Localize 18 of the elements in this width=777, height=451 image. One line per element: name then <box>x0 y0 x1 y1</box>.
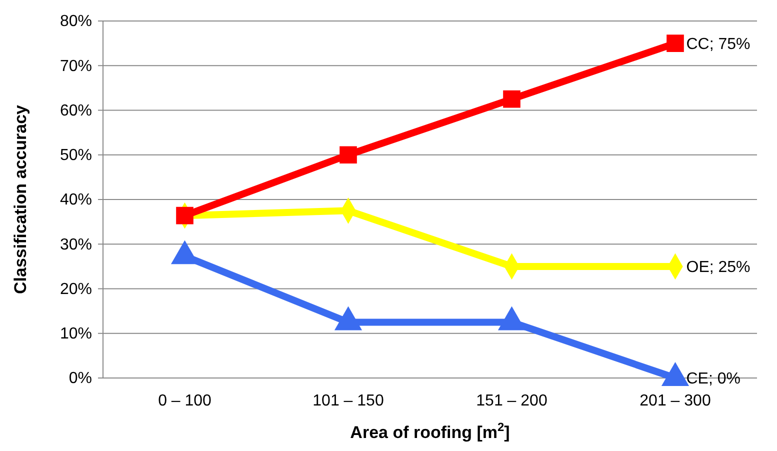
x-tick-label: 151 – 200 <box>476 392 548 410</box>
x-axis-title: Area of roofing [m$^{2}$] <box>350 420 510 442</box>
y-tick-label: 50% <box>60 146 92 164</box>
annotation: CC; 75% <box>686 36 750 53</box>
annotation: OE; 25% <box>686 259 750 276</box>
x-tick-label: 101 – 150 <box>312 392 384 410</box>
annotation: CE; 0% <box>686 370 740 388</box>
y-tick-label: 10% <box>60 325 92 342</box>
y-axis-title: Classification accuracy <box>11 104 30 294</box>
y-tick-label: 20% <box>60 280 92 298</box>
x-tick-label: 0 – 100 <box>158 392 212 410</box>
x-tick-label: 201 – 300 <box>640 392 711 410</box>
y-tick-label: 30% <box>60 236 92 254</box>
y-tick-label: 40% <box>60 192 92 209</box>
y-tick-label: 70% <box>60 58 92 75</box>
y-tick-label: 80% <box>60 13 92 30</box>
y-tick-label: 60% <box>60 102 92 120</box>
y-tick-label: 0% <box>68 370 92 388</box>
